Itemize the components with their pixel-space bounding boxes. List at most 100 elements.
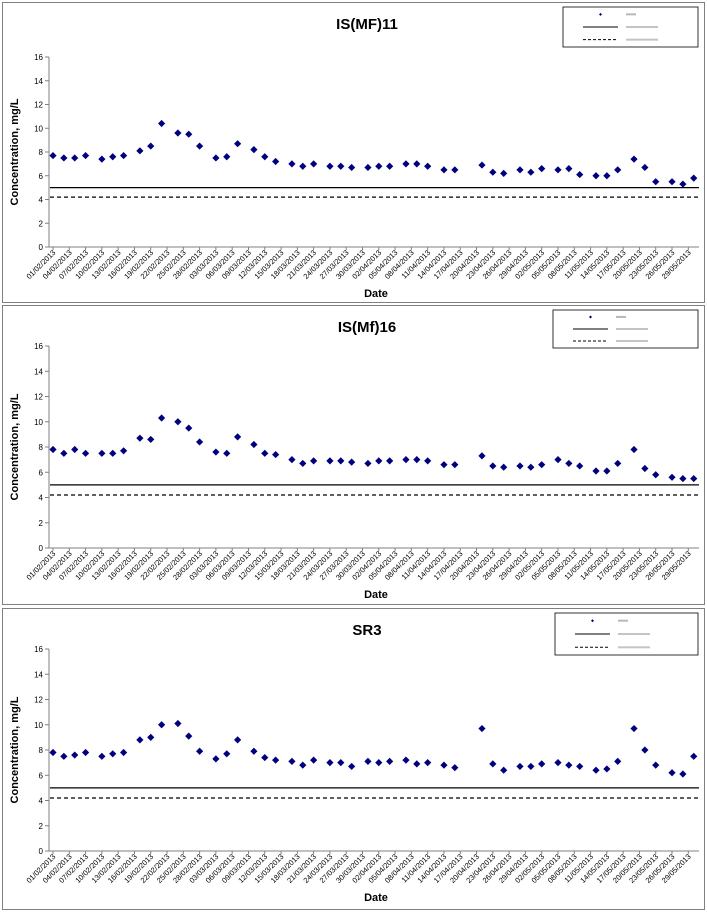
data-point (478, 452, 486, 460)
data-point (326, 759, 334, 767)
data-point (538, 461, 546, 469)
data-point (652, 471, 660, 479)
data-point (348, 458, 356, 466)
data-point (71, 445, 79, 454)
data-point (386, 457, 394, 465)
data-point (440, 461, 448, 469)
data-point (348, 762, 356, 771)
data-point (516, 762, 524, 771)
data-point (337, 457, 345, 465)
y-tick-label: 0 (39, 847, 44, 856)
data-point (489, 462, 497, 470)
data-point (478, 161, 486, 169)
chart-title: IS(Mf)16 (338, 319, 396, 336)
y-tick-label: 12 (34, 696, 43, 705)
data-point (679, 474, 687, 483)
data-point (60, 449, 68, 457)
y-tick-label: 16 (34, 53, 43, 62)
data-point (554, 759, 562, 767)
data-point (424, 759, 432, 767)
data-point (212, 755, 220, 763)
data-point (402, 160, 410, 168)
data-point (158, 119, 166, 128)
data-point (364, 757, 372, 765)
data-point (185, 732, 193, 740)
data-point (261, 753, 269, 762)
y-tick-label: 6 (39, 771, 44, 780)
data-point (565, 761, 573, 769)
y-axis-label: Concentration, mg/L (9, 98, 21, 205)
data-point (592, 467, 600, 475)
x-axis-label: Date (364, 288, 388, 300)
chart-1: IS(MF)11 0 2 4 6 8 10 12 14 16 Concentration, mg/L… (9, 6, 699, 300)
data-point (272, 450, 280, 459)
y-tick-label: 12 (34, 101, 43, 110)
legend-label-placeholder (616, 340, 648, 343)
data-point (565, 459, 573, 468)
data-point (413, 160, 421, 168)
data-point (489, 168, 497, 176)
y-tick-label: 8 (39, 148, 44, 157)
data-point (98, 155, 106, 163)
data-point (364, 163, 372, 172)
data-point (668, 178, 676, 186)
data-point (158, 721, 166, 729)
data-point (500, 463, 508, 471)
data-point (174, 418, 182, 426)
data-point (223, 449, 231, 457)
data-point (174, 129, 182, 137)
data-point (413, 760, 421, 768)
data-point (81, 748, 90, 757)
y-tick-label: 14 (34, 77, 43, 86)
data-point (299, 459, 307, 468)
y-tick-label: 16 (34, 645, 43, 654)
data-point (119, 447, 128, 455)
data-point (554, 456, 562, 464)
data-point (527, 168, 535, 176)
data-point (109, 449, 117, 457)
data-point (147, 733, 155, 741)
data-point (375, 457, 383, 465)
chart-panel-3: SR3 0 2 4 6 8 10 12 14 16 Concentration, mg/L 01/02… (2, 608, 705, 910)
data-point (81, 151, 90, 160)
data-point (576, 170, 584, 179)
y-tick-label: 10 (34, 124, 43, 133)
data-point (326, 457, 334, 465)
chart-panel-2: IS(Mf)16 0 2 4 6 8 10 12 14 16 Concentration, mg/L… (2, 305, 705, 605)
data-point (451, 461, 459, 469)
y-tick-label: 14 (34, 670, 43, 679)
data-point (641, 464, 649, 473)
data-point (440, 761, 448, 769)
data-point (375, 162, 383, 170)
data-point (690, 174, 698, 182)
data-point (147, 142, 155, 150)
data-point (223, 750, 231, 758)
data-point (690, 474, 698, 483)
y-tick-label: 10 (34, 418, 43, 427)
data-point (386, 162, 394, 170)
data-point (565, 165, 573, 173)
data-point (641, 163, 649, 172)
data-point (71, 154, 79, 162)
y-tick-label: 12 (34, 393, 43, 402)
data-point (424, 457, 432, 465)
data-point (49, 445, 57, 454)
legend-label-placeholder (618, 646, 650, 649)
legend-label-placeholder (618, 633, 650, 635)
data-point (299, 162, 307, 170)
legend-marker-symbol (599, 12, 602, 16)
data-point (272, 157, 280, 166)
data-point (375, 759, 383, 767)
data-point (576, 762, 584, 771)
data-point (576, 462, 584, 470)
data-point (603, 467, 611, 475)
data-point (119, 748, 128, 757)
data-point (288, 160, 296, 168)
chart-title: SR3 (352, 622, 381, 639)
legend-label-placeholder (616, 315, 626, 318)
data-point (679, 180, 687, 188)
data-point (668, 769, 676, 777)
data-point (261, 449, 269, 457)
legend-label-placeholder (618, 619, 628, 622)
data-point (500, 766, 508, 774)
